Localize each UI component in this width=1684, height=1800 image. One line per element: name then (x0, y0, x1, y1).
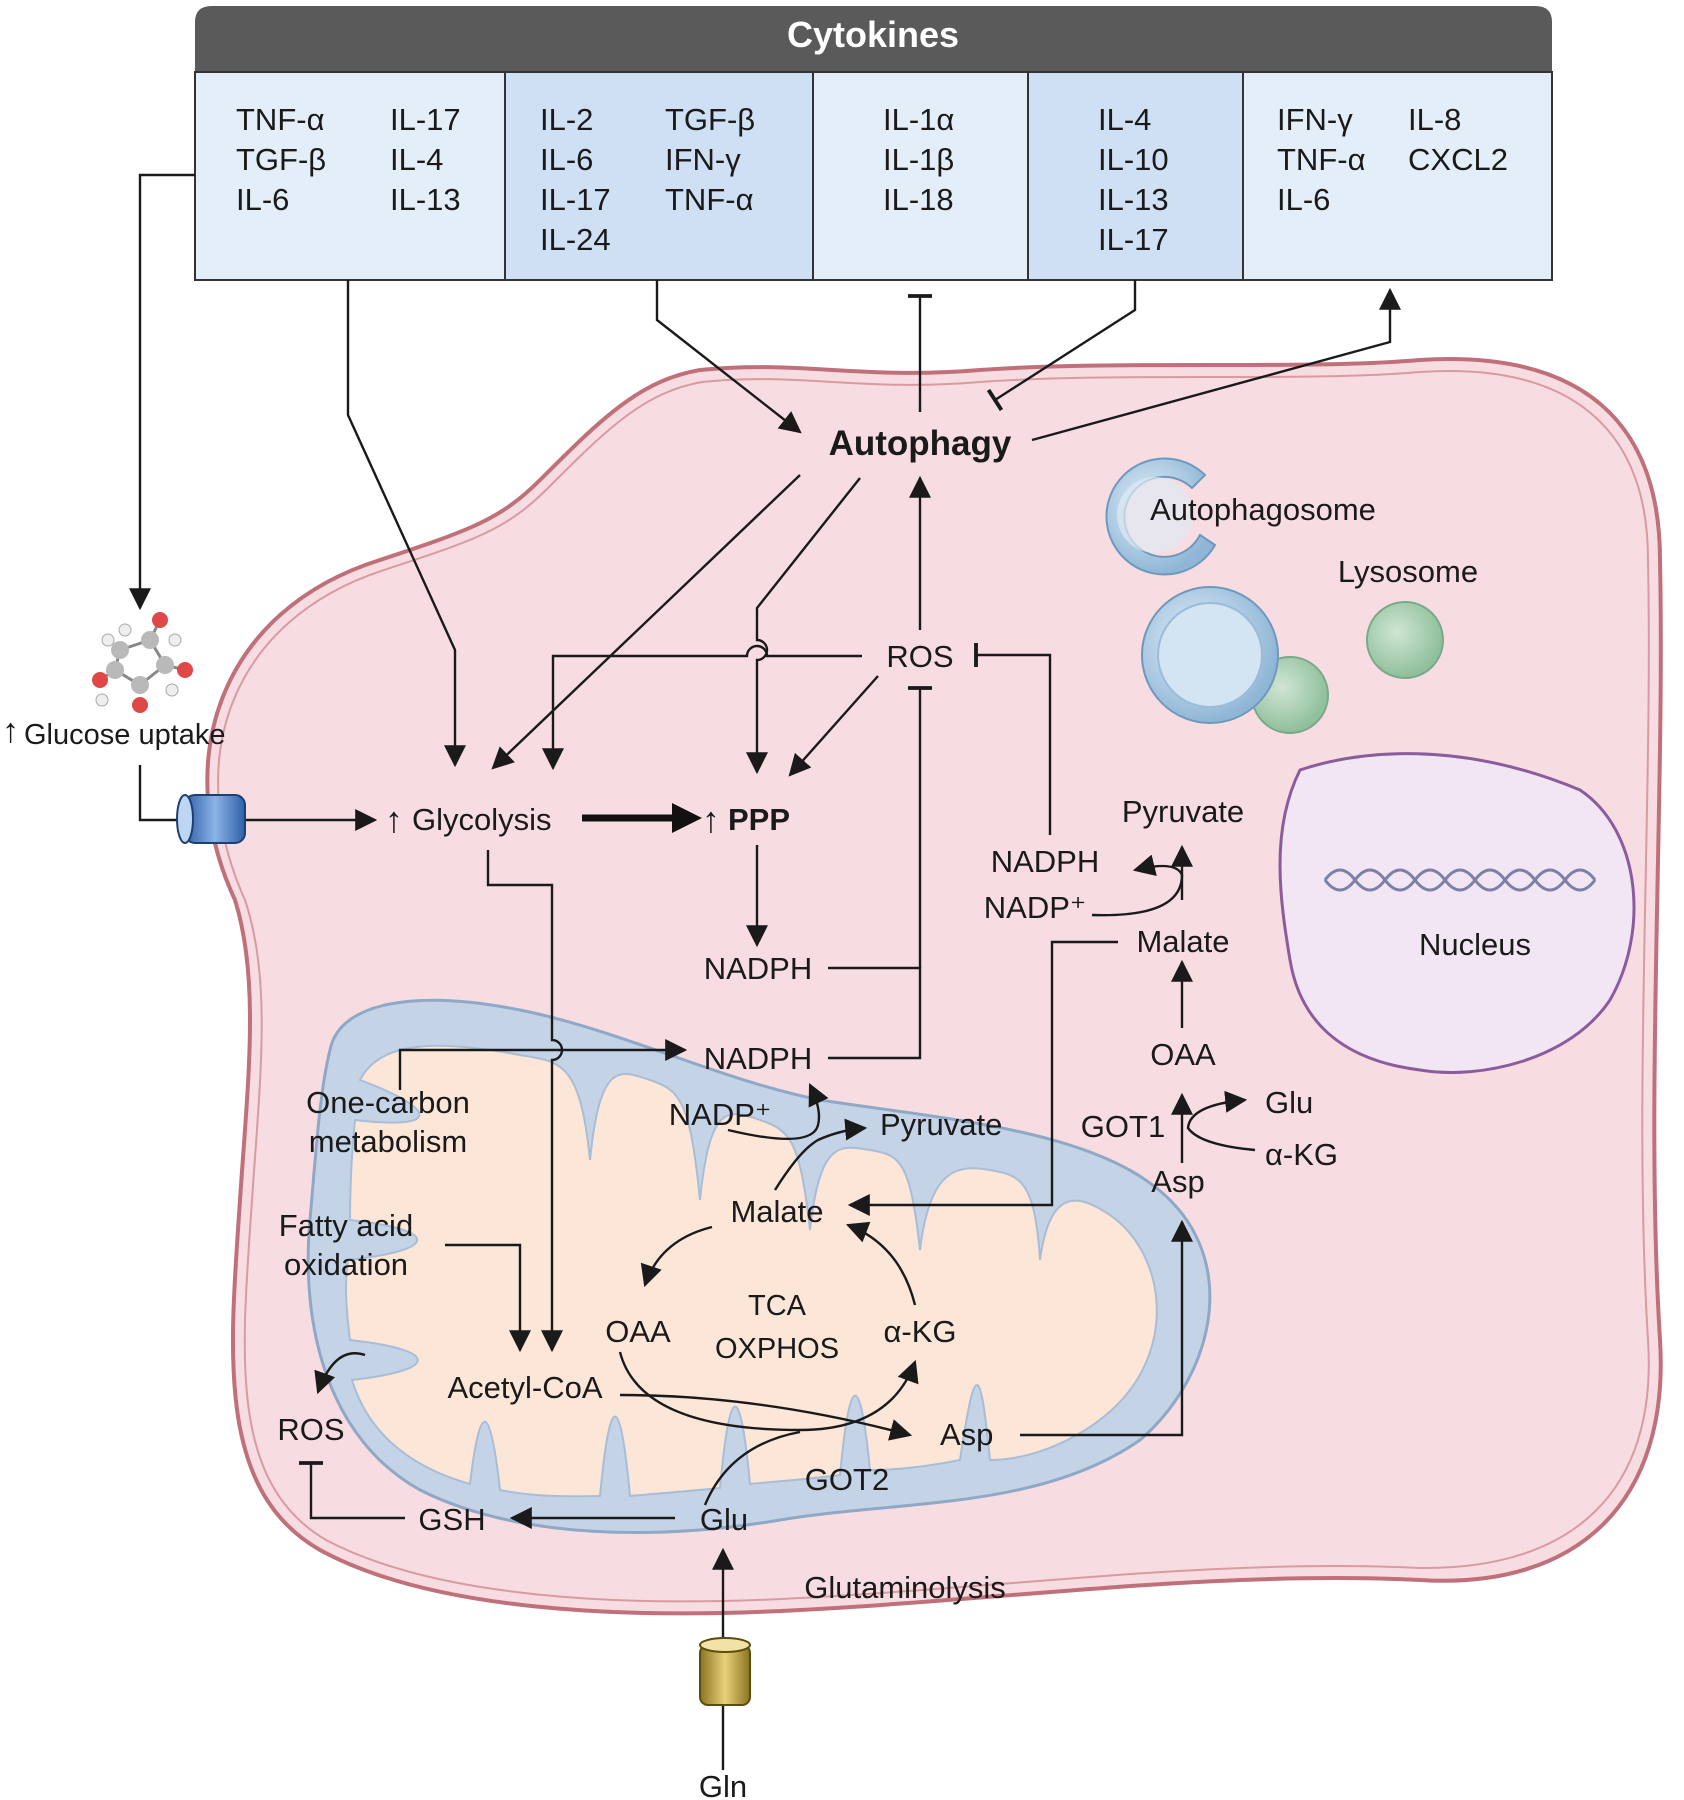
glutaminolysis-label: Glutaminolysis (804, 1570, 1006, 1605)
cytokine-name: CXCL2 (1408, 142, 1508, 177)
dna-helix-icon (1323, 868, 1597, 892)
pyruvate-mito-label: Pyruvate (880, 1107, 1002, 1142)
up-arrow-icon: ↑ (385, 799, 403, 840)
gln-label: Gln (699, 1769, 747, 1800)
nucleus (1278, 752, 1636, 1074)
asp-cyto-label: Asp (1151, 1164, 1204, 1199)
one-carbon-label-line2: metabolism (309, 1124, 468, 1159)
glycolysis-label: Glycolysis (412, 802, 552, 837)
up-arrow-icon: ↑ (702, 799, 720, 840)
glucose-uptake-label: Glucose uptake (24, 719, 226, 751)
cytokine-name: IL-6 (540, 142, 593, 177)
nucleus-label: Nucleus (1419, 927, 1531, 962)
cytokine-table: Cytokines TNF-α TGF-β IL-6 IL-17 IL-4 IL-13 IL… (194, 6, 1553, 281)
cytokine-name: IL-6 (236, 182, 289, 217)
cytokine-name: IL-4 (1098, 102, 1151, 137)
lysosome-icon (1366, 601, 1444, 679)
autolysosome-icon (1141, 586, 1329, 734)
tca-label: TCA (748, 1290, 807, 1322)
autophagosome-label: Autophagosome (1150, 492, 1376, 527)
lysosome-label: Lysosome (1338, 554, 1478, 589)
fatty-acid-label-line1: Fatty acid (279, 1208, 413, 1243)
glutamine-transporter-icon (699, 1637, 751, 1706)
cytokine-name: IL-17 (540, 182, 611, 217)
cytokine-name: IL-10 (1098, 142, 1169, 177)
asp-mito-label: Asp (940, 1417, 993, 1452)
cytokine-name: IL-6 (1277, 182, 1330, 217)
nadp-plus-cyto-label: NADP⁺ (984, 890, 1087, 925)
up-arrow-icon: ↑ (2, 712, 19, 750)
cytokine-name: IL-17 (1098, 222, 1169, 257)
glucose-molecule-icon (92, 612, 193, 713)
glucose-transporter-icon (176, 794, 246, 844)
nadph-mid-label: NADPH (704, 1041, 813, 1076)
cytokine-name: TNF-α (236, 102, 325, 137)
pathway-arrows (129, 173, 1401, 1770)
cytokine-name: IL-24 (540, 222, 611, 257)
oxphos-label: OXPHOS (715, 1333, 839, 1365)
nadp-plus-mito-label: NADP⁺ (669, 1097, 772, 1132)
cytokine-name: IL-17 (390, 102, 461, 137)
fatty-acid-label-line2: oxidation (284, 1247, 408, 1282)
oaa-mito-label: OAA (605, 1314, 671, 1349)
cytokine-name: IL-18 (883, 182, 954, 217)
glu-mito-label: Glu (700, 1502, 748, 1537)
cytokine-name: IL-1β (883, 142, 954, 177)
cytokine-name: IL-8 (1408, 102, 1461, 137)
akg-mito-label: α-KG (883, 1314, 956, 1349)
cytokine-name: TGF-β (665, 102, 755, 137)
cell-membrane-inner (217, 370, 1650, 1603)
nadph-ppp-label: NADPH (704, 951, 813, 986)
acetyl-coa-label: Acetyl-CoA (447, 1370, 602, 1405)
ros-top-label: ROS (886, 639, 953, 674)
cytokine-name: IL-2 (540, 102, 593, 137)
ppp-label: PPP (728, 802, 790, 837)
nadph-cyto-label: NADPH (991, 844, 1100, 879)
cytokine-name: TNF-α (665, 182, 754, 217)
one-carbon-label-line1: One-carbon (306, 1085, 470, 1120)
cytokine-name: IL-13 (390, 182, 461, 217)
cytokine-name: IFN-γ (1277, 102, 1353, 137)
cytokine-name: TNF-α (1277, 142, 1366, 177)
cytokine-header-bar (195, 6, 1552, 72)
gsh-label: GSH (418, 1502, 485, 1537)
autophagy-label: Autophagy (829, 424, 1012, 463)
glu-cyto-label: Glu (1265, 1085, 1313, 1120)
cytokine-name: TGF-β (236, 142, 326, 177)
pyruvate-cyto-label: Pyruvate (1122, 794, 1244, 829)
cytokine-name: IL-13 (1098, 182, 1169, 217)
cytokine-header: Cytokines (787, 14, 959, 55)
got1-label: GOT1 (1081, 1109, 1165, 1144)
oaa-cyto-label: OAA (1150, 1037, 1216, 1072)
cytokine-cells: TNF-α TGF-β IL-6 IL-17 IL-4 IL-13 IL-2 IL-6 IL-1… (236, 102, 1508, 257)
cytokine-name: IL-1α (883, 102, 954, 137)
malate-mito-label: Malate (730, 1194, 823, 1229)
malate-cyto-label: Malate (1136, 924, 1229, 959)
autophagosome-icon (1105, 457, 1217, 576)
ros-bottom-label: ROS (277, 1412, 344, 1447)
cytokine-name: IL-4 (390, 142, 443, 177)
akg-cyto-label: α-KG (1265, 1137, 1338, 1172)
got2-label: GOT2 (805, 1462, 889, 1497)
cytokine-name: IFN-γ (665, 142, 741, 177)
mitochondrion-inner (344, 1044, 1158, 1498)
